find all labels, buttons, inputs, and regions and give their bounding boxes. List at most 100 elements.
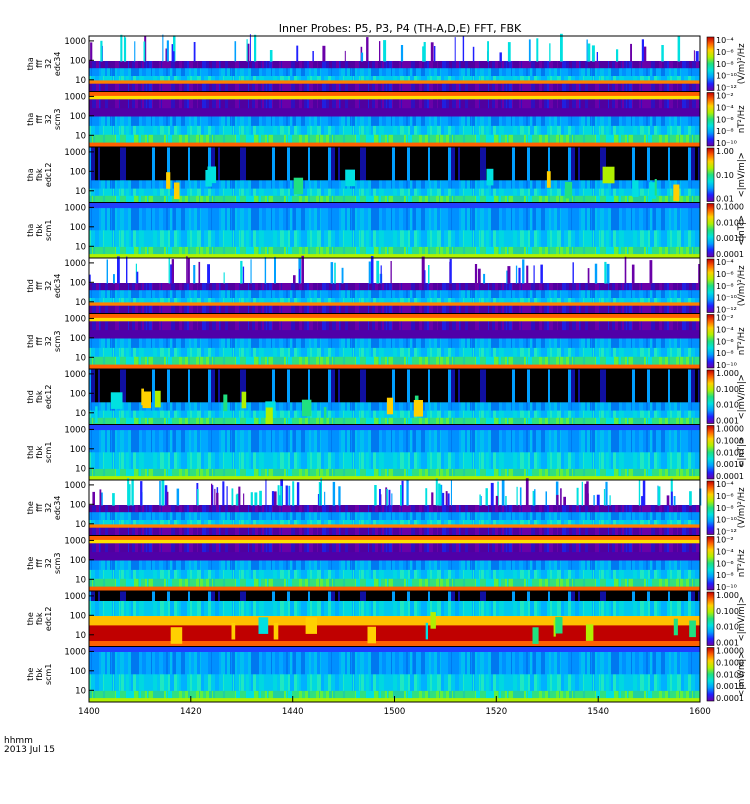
- activity-patch: [367, 626, 376, 644]
- y-tick-label: 1000: [64, 37, 86, 47]
- burst-mark: [271, 491, 274, 506]
- y-tick-label: 100: [70, 56, 86, 66]
- burst-mark: [264, 257, 267, 284]
- burst-mark: [519, 487, 522, 506]
- y-tick-label: 100: [70, 112, 86, 122]
- burst-mark: [642, 480, 646, 506]
- panel-thd-edc12: 10 100 1000 thd fbk edc12 1.000 0.100 0.010 0.001…: [26, 368, 747, 426]
- burst-mark: [344, 50, 346, 62]
- burst-mark: [549, 43, 551, 62]
- burst-mark: [288, 485, 291, 506]
- spectrogram-band: [89, 591, 700, 602]
- burst-mark: [474, 264, 478, 284]
- burst-mark: [534, 489, 536, 506]
- burst-mark: [254, 492, 258, 506]
- burst-mark: [560, 488, 562, 506]
- colorbar-tick-label: 0.1000: [716, 658, 744, 667]
- activity-patch: [555, 616, 563, 634]
- burst-mark: [211, 483, 213, 506]
- burst-mark: [136, 271, 139, 284]
- spectrogram-band: [89, 298, 700, 303]
- panel-label-line: fbk: [35, 446, 44, 459]
- burst-mark: [576, 487, 579, 506]
- spectrogram-band: [89, 625, 700, 642]
- burst-mark: [572, 262, 574, 284]
- activity-patch: [241, 391, 247, 409]
- y-tick-label: 1000: [64, 148, 86, 158]
- burst-mark: [226, 486, 228, 506]
- panel-label-line: scm1: [44, 442, 53, 463]
- burst-mark: [441, 492, 445, 506]
- burst-mark: [649, 260, 653, 284]
- burst-mark: [186, 256, 188, 284]
- burst-mark: [197, 489, 199, 506]
- spectrogram-band: [89, 321, 700, 331]
- spectrogram-band: [89, 424, 700, 431]
- y-tick-label: 10: [75, 575, 86, 585]
- activity-patch: [95, 406, 98, 423]
- panel-label-line: the: [26, 557, 35, 570]
- burst-mark: [390, 261, 392, 284]
- colorbar-tick-label: 0.0010: [716, 460, 744, 469]
- burst-mark: [92, 491, 95, 506]
- spectrogram-band: [89, 535, 700, 541]
- x-tick-label: 1540: [587, 707, 609, 717]
- activity-patch: [386, 397, 393, 415]
- panel-label-line: scm3: [53, 331, 62, 352]
- x-axis-format-label: hhmm: [4, 736, 33, 746]
- burst-mark: [383, 40, 387, 62]
- spectrogram-band: [89, 569, 700, 580]
- spectrogram-band: [89, 690, 700, 699]
- activity-patch: [602, 166, 615, 184]
- activity-patch: [223, 394, 228, 412]
- burst-mark: [661, 45, 664, 62]
- burst-mark: [596, 494, 600, 506]
- burst-mark: [391, 493, 393, 506]
- burst-mark: [259, 490, 262, 506]
- burst-mark: [127, 478, 130, 506]
- spectrogram-band: [89, 468, 700, 477]
- panel-label-line: thd: [26, 446, 35, 459]
- spectrogram-band: [89, 480, 700, 506]
- burst-mark: [421, 256, 425, 284]
- panel-label-line: fff: [35, 337, 44, 346]
- colorbar-tick-label: 0.0010: [716, 682, 744, 691]
- colorbar-unit: <|nT|>: [737, 437, 747, 468]
- panel-label-line: the: [26, 668, 35, 681]
- burst-mark: [222, 481, 225, 506]
- burst-mark: [406, 480, 409, 506]
- burst-mark: [100, 40, 103, 62]
- burst-mark: [165, 48, 168, 62]
- activity-patch: [546, 171, 551, 188]
- panel-the-scm3: 10 100 1000 the fff 32 scm3 10⁻² 10⁻⁴ 10⁻⁶ 10⁻⁸ 10⁻…: [26, 535, 747, 592]
- burst-mark: [591, 45, 595, 62]
- burst-mark: [596, 52, 598, 62]
- spectrogram-band: [89, 646, 700, 653]
- y-tick-label: 1000: [64, 592, 86, 602]
- burst-mark: [445, 491, 448, 506]
- panel-label-line: fff: [35, 59, 44, 68]
- burst-mark: [380, 265, 382, 284]
- spectrogram-band: [89, 410, 700, 419]
- panel-label-line: tha: [26, 168, 35, 181]
- colorbar-tick-label: 10⁻⁸: [716, 349, 734, 358]
- activity-patch: [649, 182, 657, 199]
- colorbar: [706, 203, 715, 258]
- colorbar-tick-label: 0.0001: [716, 472, 744, 481]
- burst-mark: [249, 34, 251, 62]
- colorbar-tick-label: 0.0001: [716, 694, 744, 703]
- burst-mark: [176, 488, 180, 506]
- burst-mark: [505, 496, 507, 506]
- colorbar-tick-label: 1.0000: [716, 425, 744, 434]
- colorbar-tick-label: 10⁻²: [716, 536, 734, 545]
- burst-mark: [677, 35, 681, 62]
- burst-mark: [379, 41, 381, 62]
- colorbar-tick-label: 0.010: [716, 623, 739, 632]
- y-tick-label: 1000: [64, 370, 86, 380]
- spectrogram-band: [89, 290, 700, 299]
- activity-patch: [258, 617, 269, 634]
- colorbar: [706, 258, 715, 313]
- burst-mark: [299, 268, 300, 284]
- burst-mark: [641, 39, 644, 62]
